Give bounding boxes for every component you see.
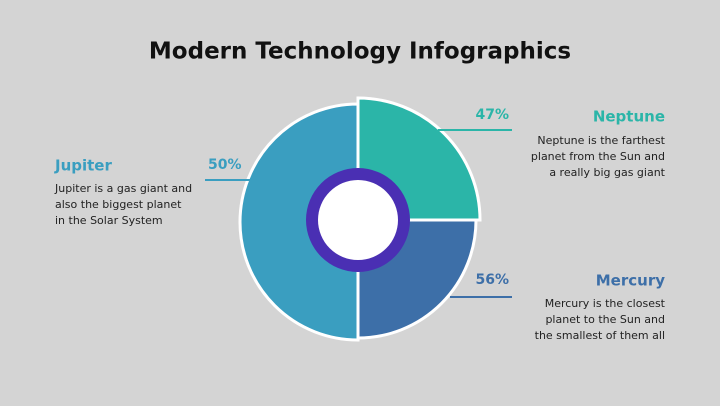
description: in the Solar System <box>55 214 163 227</box>
title: Modern Technology Infographics <box>149 39 571 65</box>
segment-jupiter <box>238 102 360 342</box>
center <box>318 180 398 260</box>
description: also the biggest planet <box>55 198 182 211</box>
description: the smallest of them all <box>535 329 665 342</box>
percent: 50% <box>208 157 242 173</box>
description: Mercury is the closest <box>545 297 666 310</box>
item-name: Mercury <box>596 272 665 290</box>
description: planet to the Sun and <box>545 313 665 326</box>
description: Jupiter is a gas giant and <box>54 182 192 195</box>
item-name: Jupiter <box>54 157 112 175</box>
description: Neptune is the farthest <box>537 134 665 147</box>
percent: 56% <box>475 272 509 288</box>
description: planet from the Sun and <box>531 150 665 163</box>
percent: 47% <box>475 107 509 123</box>
description: a really big gas giant <box>549 166 665 179</box>
item-name: Neptune <box>593 108 665 126</box>
